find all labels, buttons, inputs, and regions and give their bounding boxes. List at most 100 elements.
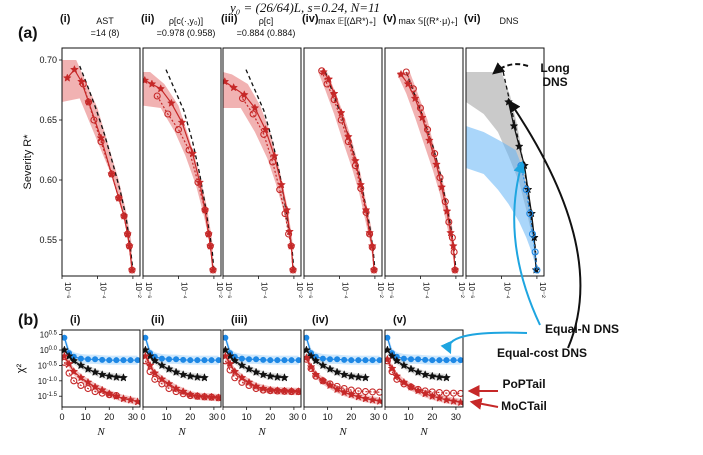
uncertainty-band — [387, 346, 447, 382]
y-axis-label-severity: Severity R* — [22, 134, 34, 190]
data-point — [422, 356, 429, 363]
data-point — [336, 108, 346, 117]
data-point — [337, 116, 345, 124]
data-point — [442, 373, 451, 382]
data-point — [339, 387, 349, 397]
long-dns-label: Long DNS — [540, 61, 569, 89]
data-point — [330, 96, 338, 104]
x-tick-label: 0 — [382, 412, 387, 422]
data-point — [230, 366, 240, 376]
data-point — [108, 170, 116, 178]
panel-roman: (ii) — [151, 314, 165, 326]
data-point — [450, 248, 458, 256]
x-tick-label: 10⁻² — [215, 282, 224, 298]
x-tick-label: 10⁻⁴ — [179, 282, 188, 299]
series-line — [156, 95, 214, 271]
data-point — [366, 230, 374, 238]
data-point — [207, 392, 216, 401]
uncertainty-band — [64, 346, 124, 382]
uncertainty-band — [143, 72, 214, 274]
data-point — [208, 357, 215, 364]
data-point — [311, 370, 321, 379]
data-point — [361, 394, 370, 403]
data-point — [119, 394, 128, 403]
panel-roman: (i) — [70, 314, 81, 326]
panel-title: ρ[c] — [259, 16, 274, 26]
x-axis-label: N — [419, 426, 428, 438]
data-point — [526, 210, 534, 218]
data-point — [153, 92, 161, 100]
data-point — [406, 382, 416, 391]
data-point — [97, 385, 107, 394]
uncertainty-band — [223, 72, 294, 274]
data-point — [192, 391, 202, 401]
data-point — [346, 371, 356, 380]
data-point — [195, 177, 205, 187]
data-point — [70, 377, 78, 385]
data-point — [124, 230, 132, 238]
data-point — [294, 386, 301, 396]
x-axis-label: N — [257, 426, 266, 438]
x-tick-label: 10 — [81, 412, 91, 422]
annotations: Long DNS Equal-N DNS Equal-cost DNS PoPTa… — [440, 61, 619, 413]
data-point — [304, 353, 311, 362]
data-point — [353, 372, 363, 381]
data-point — [370, 266, 378, 274]
data-point — [85, 356, 91, 363]
data-point — [415, 356, 422, 363]
data-point — [368, 395, 377, 404]
data-point — [156, 84, 166, 93]
x-tick-label: 0 — [301, 412, 306, 422]
data-point — [92, 356, 99, 363]
panel-roman: (v) — [393, 314, 407, 326]
moctail-label: MoCTail — [501, 399, 547, 413]
data-point — [344, 138, 352, 146]
data-point — [120, 357, 127, 364]
data-point — [408, 356, 414, 363]
data-point — [339, 370, 349, 379]
data-point — [83, 377, 93, 387]
data-point — [76, 373, 86, 382]
y-tick-label: 0.65 — [39, 115, 57, 125]
data-point — [164, 364, 174, 373]
series-line — [405, 71, 456, 271]
series-line — [321, 70, 375, 271]
data-point — [288, 357, 295, 364]
y-tick-label: 100.0 — [40, 346, 58, 355]
data-point — [392, 371, 402, 380]
data-point — [178, 386, 188, 396]
data-point — [128, 266, 136, 274]
data-point — [318, 67, 326, 75]
data-point — [348, 357, 355, 364]
data-point — [514, 141, 524, 151]
y-axis-label-chi2: χ² — [15, 363, 27, 373]
data-point — [215, 357, 221, 364]
data-point — [150, 356, 160, 365]
data-point — [244, 364, 254, 373]
data-point — [194, 357, 201, 364]
data-point — [151, 375, 159, 383]
x-tick-label: 10⁻⁶ — [224, 282, 233, 298]
data-point — [258, 383, 268, 393]
uncertainty-band — [62, 60, 133, 274]
data-point — [413, 367, 423, 376]
data-point — [246, 356, 252, 363]
data-point — [111, 391, 121, 401]
data-point — [171, 367, 181, 376]
data-point — [443, 357, 450, 364]
data-point — [362, 208, 370, 216]
data-point — [200, 373, 209, 382]
data-point — [238, 94, 247, 102]
uncertainty-band — [466, 126, 537, 274]
uncertainty-band — [306, 346, 366, 382]
data-point — [304, 345, 311, 354]
data-point — [62, 73, 72, 82]
data-point — [450, 357, 457, 364]
data-point — [276, 186, 284, 194]
data-point — [260, 356, 267, 363]
data-point — [62, 351, 69, 360]
panel-b-2: (ii) 0 10 20 30 N — [140, 314, 222, 438]
data-point — [533, 266, 541, 274]
row-label-b: (b) — [18, 312, 38, 329]
data-point — [84, 384, 92, 393]
